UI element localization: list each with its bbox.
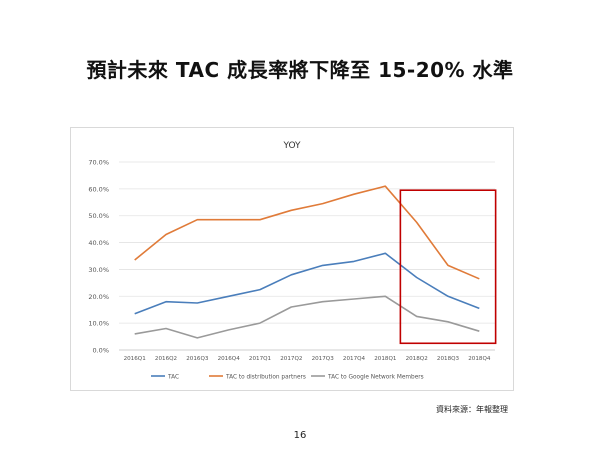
- legend-label: TAC to distribution partners: [225, 375, 306, 381]
- y-tick-label: 60.0%: [88, 185, 109, 193]
- page-number: 16: [293, 430, 307, 441]
- highlight-box: [399, 189, 497, 345]
- slide-title: 預計未來 TAC 成長率將下降至 15-20% 水準: [86, 58, 514, 82]
- legend-label: TAC: [167, 375, 179, 381]
- x-tick-label: 2017Q4: [343, 356, 366, 362]
- legend-item: TAC to Google Network Members: [311, 375, 424, 381]
- series-line: [134, 295, 480, 339]
- series-line: [134, 185, 480, 280]
- y-tick-label: 40.0%: [88, 239, 109, 247]
- y-tick-label: 70.0%: [88, 159, 109, 167]
- legend-item: TAC: [151, 375, 179, 381]
- x-tick-label: 2016Q2: [155, 356, 177, 362]
- y-tick-label: 50.0%: [88, 212, 109, 220]
- yoy-line-chart: YOY 0.0% 10.0% 20.0% 30.0% 40.0% 50.0% 60.0% 70…: [88, 141, 497, 381]
- legend-label: TAC to Google Network Members: [327, 375, 424, 381]
- x-tick-label: 2016Q3: [186, 356, 209, 362]
- chart-container: YOY 0.0% 10.0% 20.0% 30.0% 40.0% 50.0% 60.0% 70…: [70, 127, 514, 391]
- source-note: 資料來源：年報整理: [436, 405, 508, 414]
- legend-item: TAC to distribution partners: [209, 375, 306, 381]
- x-tick-label: 2018Q4: [468, 356, 491, 362]
- chart-title: YOY: [282, 141, 301, 151]
- x-tick-label: 2018Q3: [437, 356, 460, 362]
- x-tick-label: 2017Q2: [280, 356, 302, 362]
- y-tick-label: 10.0%: [88, 320, 109, 328]
- y-tick-label: 0.0%: [92, 347, 109, 355]
- y-tick-label: 30.0%: [88, 266, 109, 274]
- x-tick-label: 2016Q1: [124, 356, 147, 362]
- y-tick-label: 20.0%: [88, 293, 109, 301]
- x-tick-label: 2016Q4: [218, 356, 241, 362]
- x-tick-label: 2017Q3: [312, 356, 335, 362]
- x-tick-label: 2017Q1: [249, 356, 272, 362]
- series-line: [134, 252, 480, 315]
- x-tick-label: 2018Q1: [374, 356, 397, 362]
- x-tick-label: 2018Q2: [406, 356, 428, 362]
